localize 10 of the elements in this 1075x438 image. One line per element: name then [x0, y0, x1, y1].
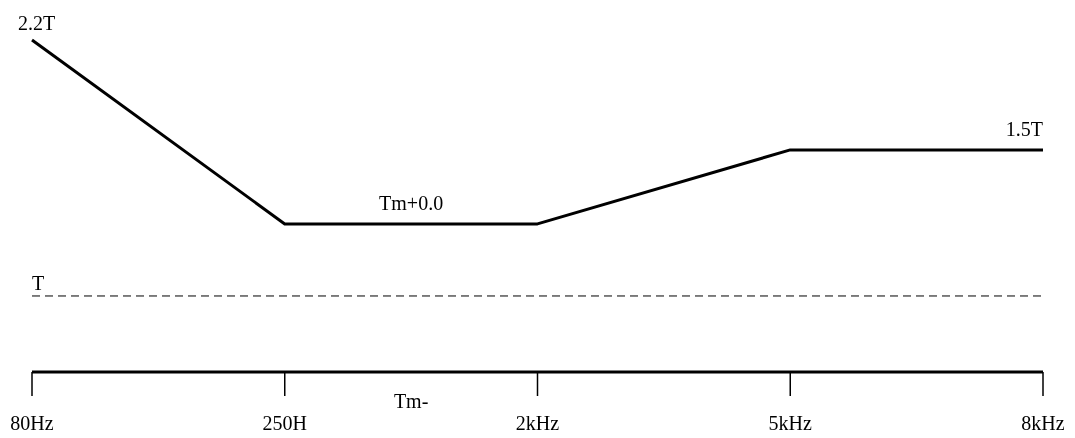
x-tick-label: 5kHz: [768, 412, 813, 434]
x-tick-label: 80Hz: [10, 412, 54, 434]
x-tick-label: 250H: [262, 412, 307, 434]
annotation: Tm+0.0: [379, 191, 444, 214]
text: Tm-: [393, 390, 429, 412]
x-tick-label: 2kHz: [515, 412, 560, 434]
text: 2.2T: [18, 12, 56, 34]
annotation: 1.5T: [1005, 117, 1043, 140]
x-tick-label: 8kHz: [1021, 412, 1065, 434]
ref-line-label: T: [32, 271, 45, 294]
